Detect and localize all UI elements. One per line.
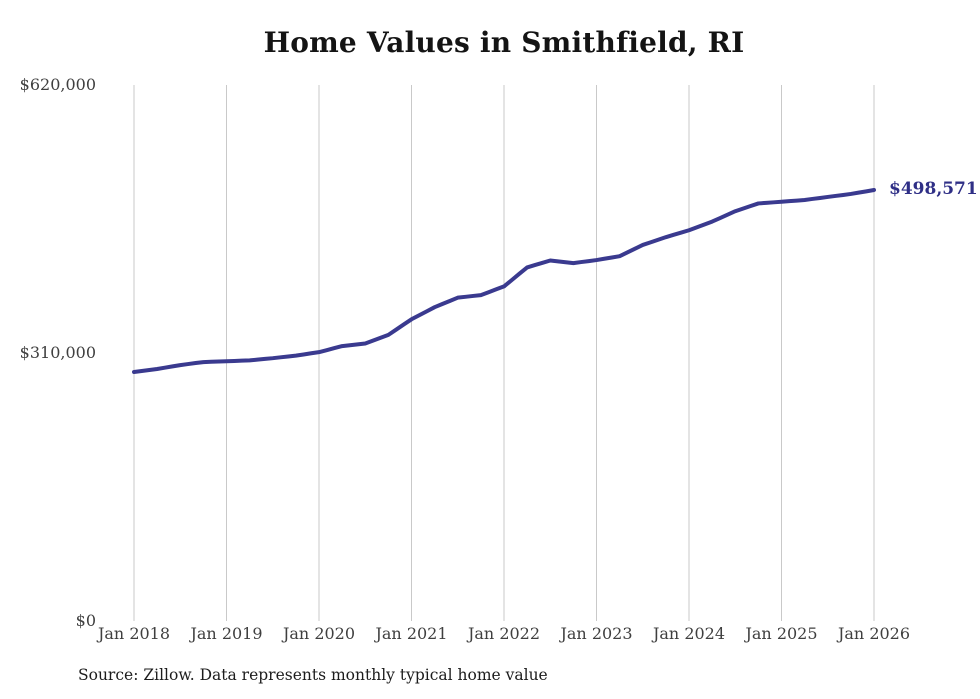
y-tick-label: $310,000 (19, 343, 96, 362)
chart-title: Home Values in Smithfield, RI (263, 26, 745, 59)
x-tick-label: Jan 2019 (190, 624, 263, 643)
source-note: Source: Zillow. Data represents monthly … (78, 666, 548, 684)
x-tick-label: Jan 2021 (375, 624, 448, 643)
x-tick-label: Jan 2023 (560, 624, 633, 643)
x-tick-label: Jan 2026 (837, 624, 911, 643)
y-tick-label: $620,000 (19, 75, 96, 94)
home-value-line (132, 187, 876, 375)
x-tick-label: Jan 2018 (97, 624, 171, 643)
x-tick-label: Jan 2020 (282, 624, 356, 643)
y-tick-label: $0 (75, 611, 96, 630)
vertical-gridlines (133, 85, 875, 621)
latest-value-annotation: $498,571 (889, 178, 978, 199)
x-tick-label: Jan 2025 (745, 624, 818, 643)
x-tick-label: Jan 2022 (467, 624, 541, 643)
x-tick-label: Jan 2024 (652, 624, 726, 643)
